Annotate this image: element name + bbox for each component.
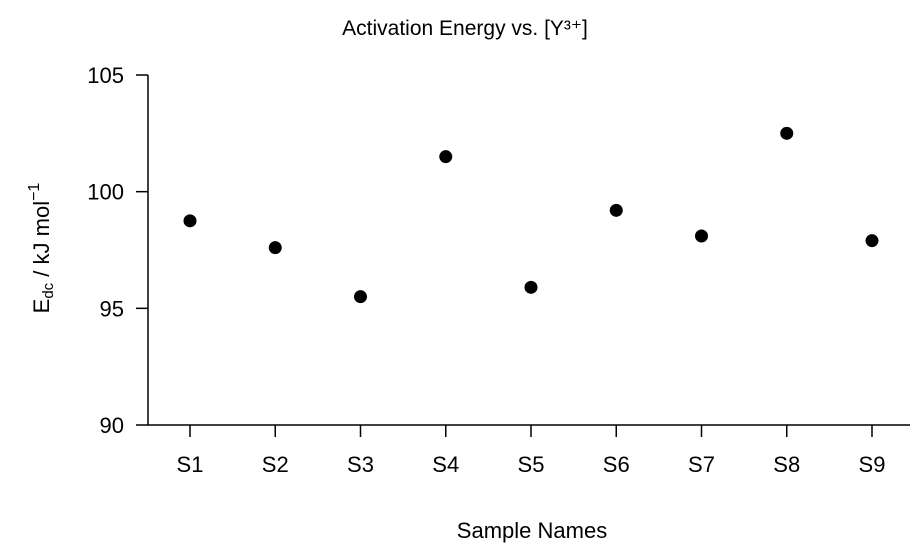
y-axis-title-subscript: dc — [40, 282, 57, 298]
x-tick-label: S7 — [688, 452, 715, 477]
data-point-s6 — [609, 203, 623, 217]
data-point-s2 — [268, 241, 282, 255]
x-axis: S1 S2 S3 S4 S5 S6 S7 S8 S9 — [148, 424, 910, 477]
data-point-s3 — [354, 290, 367, 304]
x-tick-label: S8 — [773, 452, 800, 477]
data-point-s1 — [183, 214, 197, 228]
x-tick-label: S6 — [603, 452, 630, 477]
data-point-s8 — [780, 126, 794, 140]
data-point-s7 — [695, 229, 708, 243]
data-points — [183, 126, 879, 304]
y-axis-title-unit: / kJ mol — [29, 201, 54, 283]
y-tick-label: 95 — [100, 296, 124, 321]
chart-title: Activation Energy vs. [Y³⁺] — [342, 17, 588, 40]
x-tick-label: S2 — [262, 452, 289, 477]
y-tick-label: 100 — [87, 180, 124, 205]
y-axis-title-superscript: −1 — [26, 183, 43, 201]
x-tick-label: S9 — [859, 452, 886, 477]
x-tick-label: S5 — [518, 452, 545, 477]
x-axis-title: Sample Names — [457, 518, 607, 543]
data-point-s5 — [524, 280, 538, 294]
data-point-s9 — [865, 234, 879, 248]
data-point-s4 — [439, 150, 453, 164]
y-axis-title: Edc / kJ mol−1 — [26, 183, 57, 314]
x-ticks: S1 S2 S3 S4 S5 S6 S7 S8 S9 — [177, 425, 886, 477]
y-axis-title-main: E — [29, 299, 54, 314]
y-tick-label: 105 — [87, 63, 124, 88]
y-ticks: 90 95 100 105 — [87, 63, 148, 438]
x-tick-label: S4 — [432, 452, 459, 477]
x-tick-label: S3 — [347, 452, 374, 477]
y-axis: 90 95 100 105 — [87, 63, 149, 438]
y-tick-label: 90 — [100, 413, 124, 438]
x-tick-label: S1 — [177, 452, 204, 477]
